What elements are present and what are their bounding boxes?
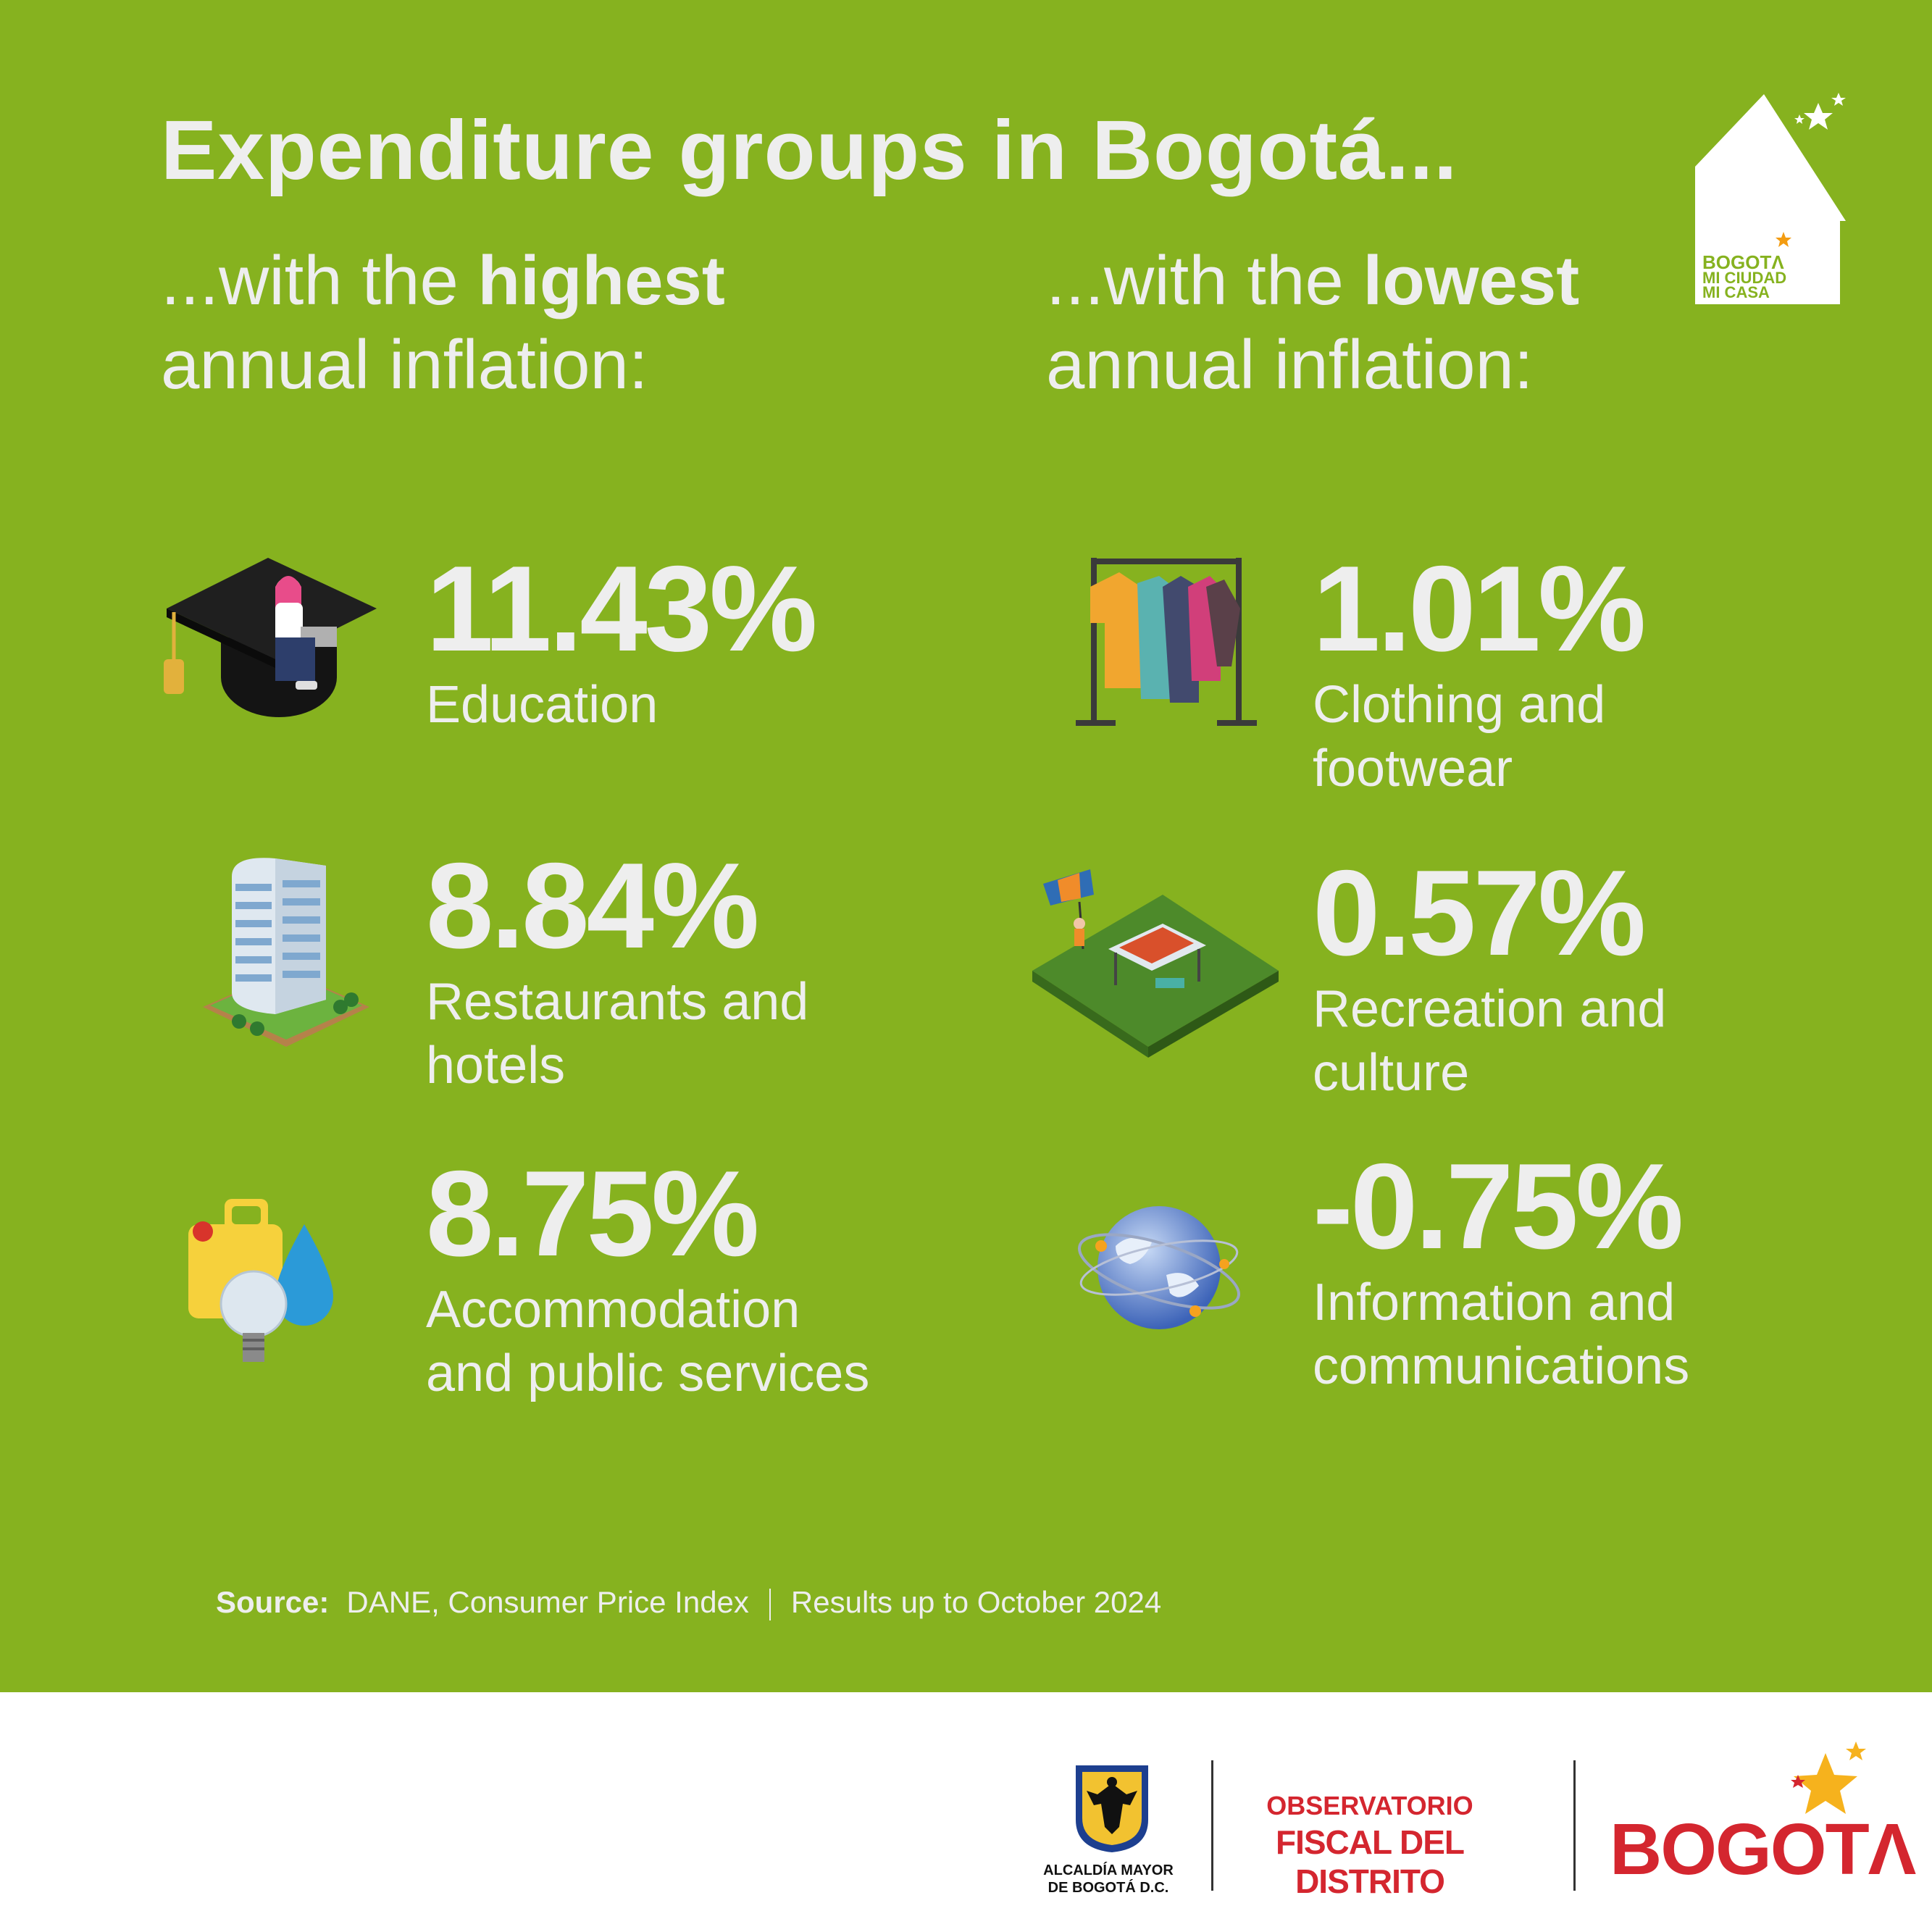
- star-icon: [1804, 103, 1833, 130]
- lowest-heading-emphasis: lowest: [1363, 242, 1580, 319]
- footer-divider: [1211, 1760, 1213, 1891]
- clothes-rack-icon: [1076, 558, 1257, 726]
- lowest-item-2: 0.57% Recreation and culture: [1313, 851, 1666, 1105]
- highest-heading-line2: annual inflation:: [161, 326, 648, 403]
- alcaldia-label: ALCALDÍA MAYOR DE BOGOTÁ D.C.: [1036, 1862, 1181, 1897]
- inflation-value: 8.75%: [426, 1145, 759, 1281]
- house-icon: [1695, 93, 1846, 304]
- observatorio-line1: OBSERVATORIO: [1266, 1791, 1473, 1820]
- highest-heading-emphasis: highest: [477, 242, 725, 319]
- category-label: Clothing and footwear: [1313, 673, 1643, 800]
- category-label: Information and communications: [1313, 1271, 1689, 1398]
- star-icon: [1794, 114, 1805, 124]
- utilities-icon: [188, 1199, 333, 1362]
- category-label: Recreation and culture: [1313, 977, 1666, 1105]
- lowest-heading-line2: annual inflation:: [1046, 326, 1534, 403]
- inflation-value: 0.57%: [1313, 845, 1646, 981]
- lowest-heading: ...with the lowest annual inflation:: [1046, 239, 1579, 407]
- source-separator: [769, 1588, 771, 1621]
- category-label-line: Accommodation: [426, 1281, 800, 1339]
- lowest-heading-prefix: ...with the: [1046, 242, 1363, 319]
- highest-item-3: 8.75% Accommodation and public services: [426, 1152, 869, 1405]
- highest-heading: ...with the highest annual inflation:: [161, 239, 725, 407]
- graduation-cap-icon: [164, 558, 377, 717]
- alcaldia-line2: DE BOGOTÁ D.C.: [1047, 1880, 1169, 1896]
- highest-heading-prefix: ...with the: [161, 242, 478, 319]
- green-panel: Expenditure groups in Bogotá... BOGOTΛ M…: [0, 0, 1932, 1692]
- highest-item-1: 11.43% Education: [426, 540, 818, 737]
- category-label-line: Clothing and: [1313, 676, 1606, 734]
- footer: [0, 1692, 1932, 1932]
- source-label: Source:: [216, 1585, 330, 1619]
- highest-item-2: 8.84% Restaurants and hotels: [426, 844, 808, 1097]
- star-icon: [1776, 232, 1791, 247]
- house-logo-line2: MI CIUDAD: [1702, 269, 1787, 287]
- category-label-line: Restaurants and: [426, 973, 809, 1031]
- alcaldia-line1: ALCALDÍA MAYOR: [1043, 1862, 1174, 1878]
- category-label-line: culture: [1313, 1044, 1470, 1102]
- hotel-building-icon: [203, 858, 369, 1047]
- page-title: Expenditure groups in Bogotá...: [161, 103, 1458, 197]
- source-text: DANE, Consumer Price Index: [346, 1585, 749, 1619]
- footer-divider: [1573, 1760, 1576, 1891]
- source-results: Results up to October 2024: [790, 1585, 1162, 1619]
- house-logo-line1: BOGOTΛ: [1702, 251, 1784, 273]
- category-label-line: and public services: [426, 1345, 870, 1402]
- bogota-logo: BOGOTΛ: [1610, 1809, 1916, 1890]
- park-picnic-icon: [1032, 869, 1279, 1058]
- coat-of-arms-icon: [1076, 1765, 1148, 1852]
- category-label-line: footwear: [1313, 740, 1513, 798]
- star-icon: [1831, 93, 1846, 106]
- inflation-value: 1.01%: [1313, 540, 1646, 677]
- category-label-line: communications: [1313, 1337, 1690, 1395]
- category-label-line: hotels: [426, 1037, 566, 1095]
- stars-icon: [1791, 1741, 1866, 1814]
- category-label: Education: [426, 673, 815, 737]
- globe-network-icon: [1077, 1206, 1241, 1329]
- lowest-item-1: 1.01% Clothing and footwear: [1313, 540, 1646, 800]
- house-logo: BOGOTΛ MI CIUDAD MI CASA: [1688, 87, 1854, 308]
- category-label: Accommodation and public services: [426, 1278, 869, 1405]
- source-line: Source: DANE, Consumer Price Index Results…: [216, 1585, 1161, 1621]
- category-label-line: Information and: [1313, 1274, 1676, 1331]
- category-label: Restaurants and hotels: [426, 970, 808, 1097]
- category-label-line: Education: [426, 676, 658, 734]
- inflation-value: 11.43%: [426, 540, 818, 677]
- inflation-value: 8.84%: [426, 837, 759, 974]
- category-label-line: Recreation and: [1313, 980, 1667, 1038]
- house-logo-line3: MI CASA: [1702, 283, 1770, 301]
- lowest-item-3: -0.75% Information and communications: [1313, 1145, 1689, 1398]
- observatorio-line2: FISCAL DEL DISTRITO: [1275, 1823, 1465, 1900]
- inflation-value: -0.75%: [1313, 1138, 1684, 1274]
